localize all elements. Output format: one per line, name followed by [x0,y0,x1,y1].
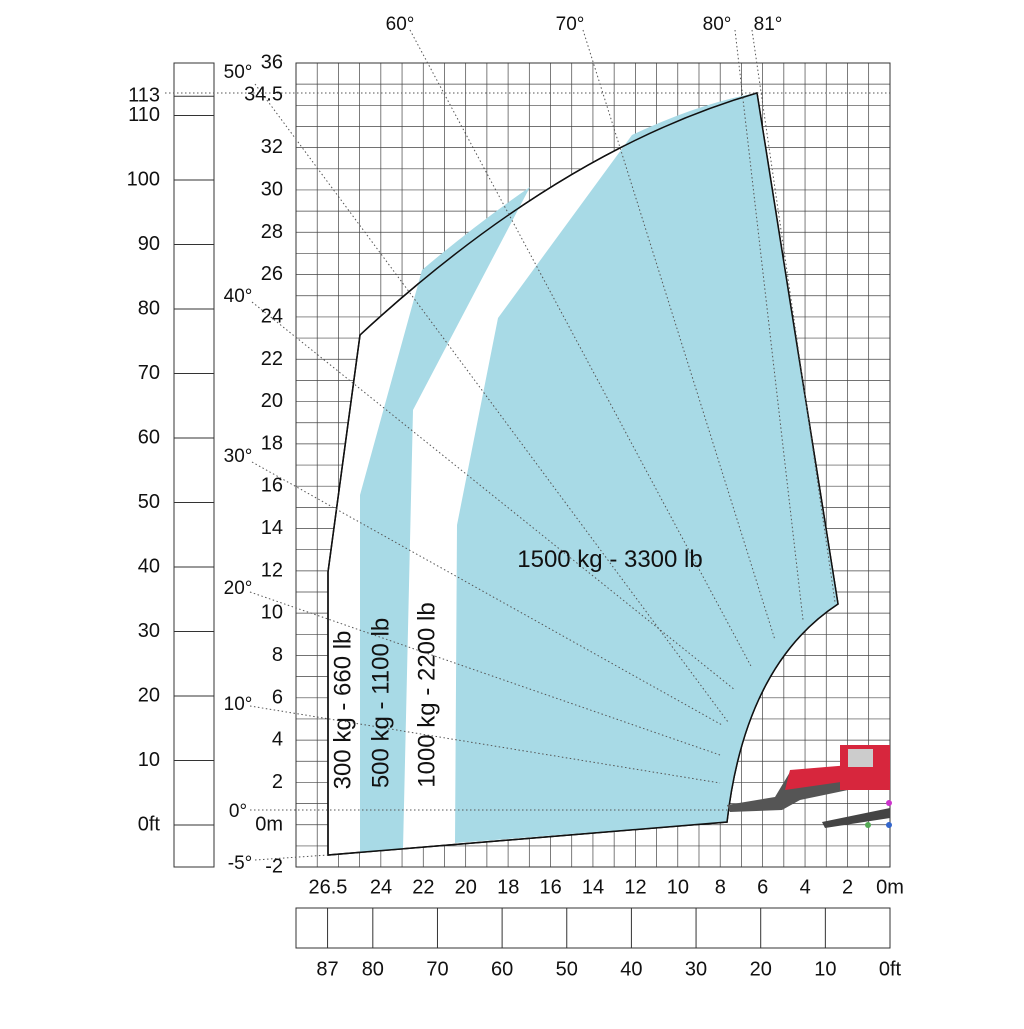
zone-1500kg [455,93,838,843]
height-m-label: 16 [261,475,283,497]
reach-m-label: 6 [757,876,768,898]
reach-ft-label: 20 [750,958,772,980]
angle-label: 50° [224,62,253,83]
height-m-label: 0m [255,813,283,835]
height-m-label: 30 [261,178,283,200]
reach-m-label: 22 [412,876,434,898]
feet-scale-bottom [295,907,891,949]
height-ft-label: 113 [128,84,160,106]
height-ft-label: 80 [138,297,160,319]
height-m-label: 24 [261,305,283,327]
angle-label: 60° [386,14,415,35]
reach-m-label: 14 [582,876,604,898]
angle-label: 30° [224,446,253,467]
height-m-label: 14 [261,517,283,539]
zone-label: 1500 kg - 3300 lb [517,546,702,573]
zone-label: 500 kg - 1100 lb [367,618,394,788]
height-ft-label: 30 [138,620,160,642]
envelope-outline [327,92,839,856]
angle-label: -5° [228,853,253,874]
height-m-label: 22 [261,348,283,370]
height-ft-label: 110 [128,104,160,126]
height-m-label: 28 [261,221,283,243]
reach-ft-label: 70 [426,958,448,980]
reach-m-label: 26.5 [308,876,347,898]
height-m-label: 12 [261,559,283,581]
height-m-label: 26 [261,263,283,285]
reach-ft-label: 40 [620,958,642,980]
reach-ft-label: 60 [491,958,513,980]
height-m-label: 6 [272,686,283,708]
angle-label: 70° [556,14,585,35]
angle-label: 40° [224,286,253,307]
reach-m-label: 24 [370,876,392,898]
reach-ft-label: 50 [556,958,578,980]
height-m-label: 2 [272,771,283,793]
angle-label: 80° [703,14,732,35]
height-m-label: 20 [261,390,283,412]
reach-m-label: 20 [455,876,477,898]
reach-ft-label: 10 [814,958,836,980]
height-m-label: 32 [261,136,283,158]
reach-m-label: 4 [800,876,811,898]
zone-label: 1000 kg - 2200 lb [413,602,440,787]
height-m-label: 4 [272,729,283,751]
zone-500kg [360,187,530,853]
height-m-label: 10 [261,602,283,624]
angle-label: 81° [754,14,783,35]
height-m-label: 36 [261,52,283,74]
height-ft-label: 60 [138,426,160,448]
height-m-label: -2 [265,856,283,878]
zone-label: 300 kg - 660 lb [329,631,356,790]
reach-ft-label: 0ft [879,958,902,980]
height-ft-label: 50 [138,491,160,513]
plot-frame [295,62,891,868]
height-ft-label: 0ft [138,813,161,835]
feet-scale-left [173,62,215,868]
angle-label: 10° [224,694,253,715]
reach-m-label: 10 [667,876,689,898]
height-m-label: 8 [272,644,283,666]
telehandler [727,745,892,828]
height-m-label: 34.5 [244,83,283,105]
reach-m-label: 8 [715,876,726,898]
angle-label: 20° [224,578,253,599]
reach-m-label: 12 [624,876,646,898]
height-ft-label: 10 [138,749,160,771]
angle-label: 0° [229,801,247,822]
reach-m-label: 0m [876,876,904,898]
reach-ft-label: 30 [685,958,707,980]
height-ft-label: 20 [138,684,160,706]
reach-ft-label: 80 [362,958,384,980]
reach-m-label: 2 [842,876,853,898]
reach-m-label: 18 [497,876,519,898]
reach-ft-label: 87 [316,958,338,980]
height-ft-label: 40 [138,555,160,577]
height-ft-label: 90 [138,233,160,255]
reach-m-label: 16 [540,876,562,898]
height-ft-label: 100 [127,168,160,190]
angle-lines [165,29,890,861]
height-ft-label: 70 [138,362,160,384]
height-m-label: 18 [261,432,283,454]
